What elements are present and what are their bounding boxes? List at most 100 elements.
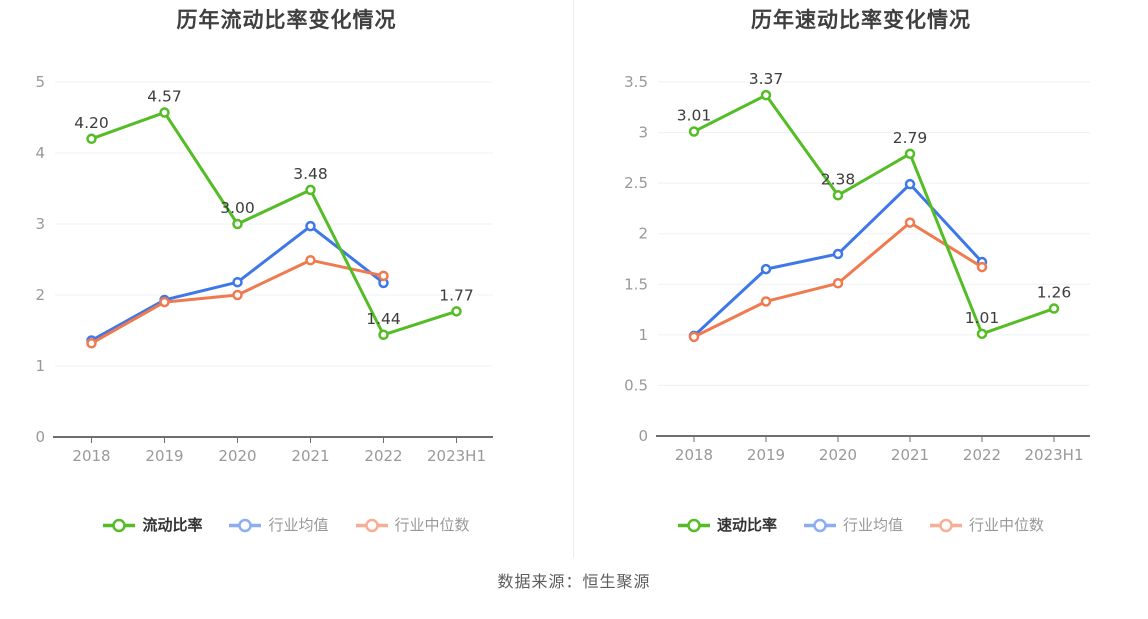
legend-item-行业均值[interactable]: 行业均值 [803, 516, 903, 534]
x-tick-label: 2019 [145, 447, 183, 465]
y-tick-label: 0 [35, 428, 45, 446]
y-gridlines [658, 81, 1090, 386]
data-point-label: 1.44 [366, 310, 401, 328]
y-axis-labels: 0 1 2 3 4 5 [35, 73, 45, 446]
legend-label: 行业中位数 [394, 516, 470, 534]
data-point [232, 218, 243, 230]
legend-item-行业均值[interactable]: 行业均值 [229, 516, 329, 534]
y-tick-label: 2 [638, 225, 648, 243]
data-point-label: 3.01 [677, 107, 712, 125]
x-tick-label: 2021 [291, 447, 329, 465]
x-tick-label: 2018 [72, 447, 110, 465]
y-tick-label: 3.5 [624, 73, 648, 91]
data-point [832, 190, 844, 201]
data-point [904, 178, 916, 190]
data-point [378, 270, 389, 282]
y-axis-labels: 0 0.5 1 1.5 2 2.5 3 3.5 [624, 73, 648, 445]
y-tick-label: 0.5 [624, 376, 648, 394]
legend-marker-icon [103, 518, 136, 533]
current-ratio-chart-panel: 历年流动比率变化情况 0 1 2 3 4 5 2018 2019 2020 2021 2022 202… [0, 0, 574, 558]
series-行业中位数 [86, 254, 389, 349]
legend-label: 行业均值 [842, 516, 903, 534]
x-tick-label: 2022 [963, 446, 1001, 464]
series-line [692, 182, 984, 338]
data-point-label: 4.20 [74, 114, 109, 132]
data-point [760, 89, 772, 101]
legend-label: 速动比率 [716, 516, 777, 534]
x-tick-label: 2018 [675, 446, 713, 464]
data-point-label: 1.26 [1037, 284, 1072, 302]
quick-ratio-chart-panel: 历年速动比率变化情况 0 0.5 1 1.5 2 2.5 3 3.5 2018 2019 2020 2… [574, 0, 1148, 558]
legend-marker-icon [355, 518, 388, 533]
data-point [688, 331, 700, 343]
data-point-label: 4.57 [147, 88, 182, 106]
current-ratio-plot: 0 1 2 3 4 5 2018 2019 2020 2021 2022 2023H1 4.20 4.57… [35, 73, 493, 465]
y-tick-label: 1 [35, 357, 45, 375]
data-point [305, 220, 316, 232]
x-tick-label: 2021 [891, 446, 929, 464]
y-tick-label: 4 [35, 144, 45, 162]
legend-label: 行业中位数 [969, 516, 1045, 534]
data-point [760, 263, 772, 275]
x-axis: 2018 2019 2020 2021 2022 2023H1 [656, 435, 1090, 464]
data-point [976, 328, 988, 340]
series-line [90, 111, 458, 337]
data-point [832, 248, 844, 260]
y-tick-label: 3 [638, 124, 648, 142]
data-point [904, 148, 916, 160]
data-point-label: 3.48 [293, 165, 328, 183]
data-point [688, 126, 700, 137]
data-point [1048, 303, 1060, 314]
legend-label: 行业均值 [268, 516, 329, 534]
x-tick-label: 2023H1 [1025, 446, 1084, 464]
y-tick-label: 2.5 [624, 174, 648, 192]
y-gridlines [55, 81, 493, 367]
data-point [976, 261, 988, 273]
data-point-label: 3.37 [749, 70, 784, 88]
x-axis: 2018 2019 2020 2021 2022 2023H1 [53, 436, 493, 465]
legend-item-行业中位数[interactable]: 行业中位数 [355, 516, 470, 534]
y-tick-label: 5 [35, 73, 45, 91]
current-ratio-legend: 流动比率 行业均值 行业中位数 [0, 518, 573, 533]
legend-marker-icon [229, 518, 262, 533]
legend-item-流动比率[interactable]: 流动比率 [103, 518, 202, 533]
x-tick-label: 2020 [819, 446, 857, 464]
series-line [90, 258, 385, 345]
data-point-label: 1.77 [439, 286, 474, 304]
data-point [904, 217, 916, 228]
x-tick-label: 2023H1 [427, 447, 486, 465]
series-行业均值 [86, 220, 389, 346]
quick-ratio-legend: 速动比率 行业均值 行业中位数 [574, 518, 1148, 533]
data-point [832, 278, 844, 289]
legend-item-行业中位数[interactable]: 行业中位数 [930, 518, 1044, 533]
y-tick-label: 0 [638, 427, 648, 445]
x-tick-label: 2022 [364, 447, 402, 465]
data-point-label: 3.00 [220, 199, 255, 217]
data-point [232, 289, 243, 301]
y-tick-label: 2 [35, 286, 45, 304]
legend-marker-icon [930, 518, 962, 533]
data-point-label: 1.01 [965, 309, 1000, 327]
x-tick-label: 2019 [747, 446, 785, 464]
series-line [692, 93, 1056, 336]
legend-label: 流动比率 [142, 516, 203, 534]
data-point [378, 329, 389, 341]
data-point [159, 296, 170, 308]
data-point [86, 133, 97, 145]
legend-item-速动比率[interactable]: 速动比率 [677, 516, 777, 534]
y-tick-label: 3 [35, 215, 45, 233]
data-point-label: 2.79 [893, 129, 928, 147]
data-point [159, 107, 170, 118]
x-tick-label: 2020 [218, 447, 256, 465]
data-point-label: 2.38 [821, 170, 856, 188]
series-行业中位数 [688, 217, 988, 343]
data-point [760, 296, 772, 307]
legend-marker-icon [803, 518, 836, 533]
series-流动比率: 4.20 4.57 3.00 3.48 1.44 1.77 [74, 88, 474, 341]
y-tick-label: 1.5 [624, 275, 648, 293]
y-tick-label: 1 [638, 326, 648, 344]
data-point [305, 184, 316, 196]
data-point [451, 306, 462, 317]
data-point [305, 254, 316, 266]
charts-row: 历年流动比率变化情况 0 1 2 3 4 5 2018 2019 2020 2021 2022 202… [0, 0, 1148, 558]
